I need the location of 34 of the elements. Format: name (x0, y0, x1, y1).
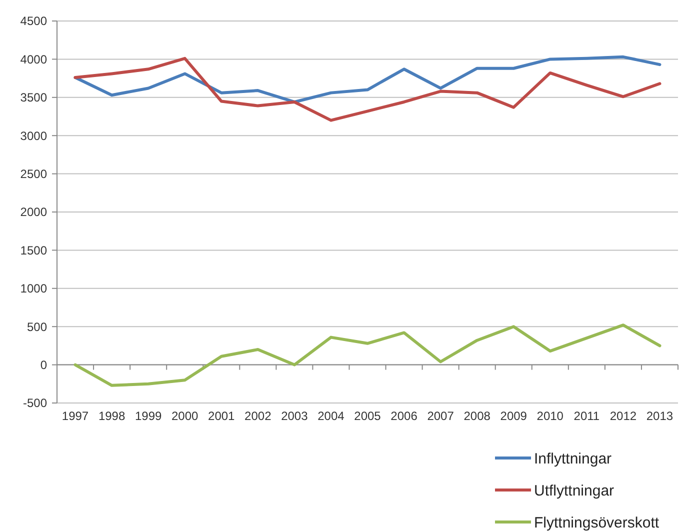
line-series (74, 55, 662, 104)
line-series (74, 56, 662, 122)
x-tick-label: 2010 (536, 409, 564, 423)
x-tick-label: 2007 (427, 409, 454, 423)
x-tick-label: 2013 (646, 409, 674, 423)
x-tick-label: 2012 (610, 409, 637, 423)
x-tick-label: 1999 (134, 409, 162, 423)
x-tick-label: 2005 (354, 409, 382, 423)
y-tick-label: -500 (22, 396, 48, 410)
x-tick-label: 1997 (62, 409, 89, 423)
y-tick-label: 2500 (20, 167, 48, 181)
x-tick-label: 1998 (98, 409, 126, 423)
x-tick-label: 2000 (172, 409, 199, 423)
line-series (74, 324, 662, 387)
x-tick-label: 2006 (390, 409, 418, 423)
legend-label: Flyttningsöverskott (534, 514, 660, 532)
legend-label: Utflyttningar (534, 482, 614, 500)
y-tick-label: 4500 (20, 14, 48, 28)
x-tick-label: 2011 (574, 409, 600, 423)
y-tick-label: 500 (26, 320, 48, 334)
x-tick-label: 2002 (244, 409, 272, 423)
x-tick-label: 2008 (464, 409, 491, 423)
legend-label: Inflyttningar (534, 450, 612, 468)
y-tick-label: 3500 (20, 90, 48, 105)
x-tick-label: 2009 (500, 409, 528, 423)
y-tick-label: 4000 (20, 52, 48, 66)
y-tick-label: 1500 (20, 243, 48, 258)
x-tick-label: 2001 (208, 409, 236, 423)
y-tick-label: 0 (40, 358, 48, 372)
y-tick-label: 2000 (20, 205, 48, 220)
y-tick-label: 1000 (20, 282, 48, 296)
x-tick-label: 2004 (318, 409, 345, 423)
x-tick-label: 2003 (281, 409, 308, 423)
y-tick-label: 3000 (20, 128, 48, 143)
